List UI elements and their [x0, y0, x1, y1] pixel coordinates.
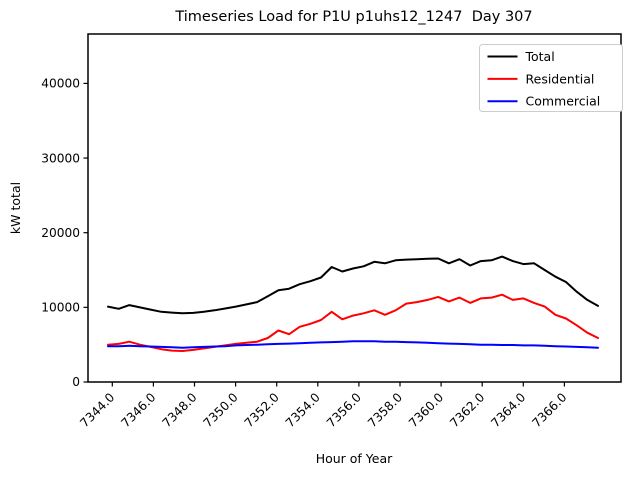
legend-label-total: Total — [525, 49, 555, 64]
y-tick-label: 30000 — [41, 151, 80, 165]
legend-label-residential: Residential — [526, 71, 595, 86]
x-tick-label: 7364.0 — [488, 390, 528, 430]
y-axis-label: kW total — [8, 182, 23, 234]
y-tick-label: 40000 — [41, 77, 80, 91]
x-tick-label: 7358.0 — [365, 390, 405, 430]
chart-title: Timeseries Load for P1U p1uhs12_1247 Day… — [174, 9, 532, 25]
total-line — [107, 255, 599, 315]
x-tick-label: 7360.0 — [406, 390, 446, 430]
x-tick-label: 7354.0 — [283, 390, 323, 430]
y-tick-label: 0 — [72, 375, 80, 389]
legend-box — [479, 44, 623, 112]
x-tick-label: 7366.0 — [529, 390, 569, 430]
residential-line — [107, 293, 599, 352]
x-tick-label: 7356.0 — [324, 390, 364, 430]
x-tick-label: 7352.0 — [242, 390, 282, 430]
y-tick-label: 20000 — [41, 226, 80, 240]
x-axis-label: Hour of Year — [316, 451, 393, 466]
commercial-line — [107, 340, 599, 349]
x-tick-label: 7350.0 — [201, 390, 241, 430]
x-tick-label: 7344.0 — [77, 390, 117, 430]
x-tick-label: 7346.0 — [118, 390, 158, 430]
y-tick-label: 10000 — [41, 301, 80, 315]
x-tick-label: 7348.0 — [160, 390, 200, 430]
x-tick-label: 7362.0 — [447, 390, 487, 430]
legend-label-commercial: Commercial — [526, 94, 601, 109]
